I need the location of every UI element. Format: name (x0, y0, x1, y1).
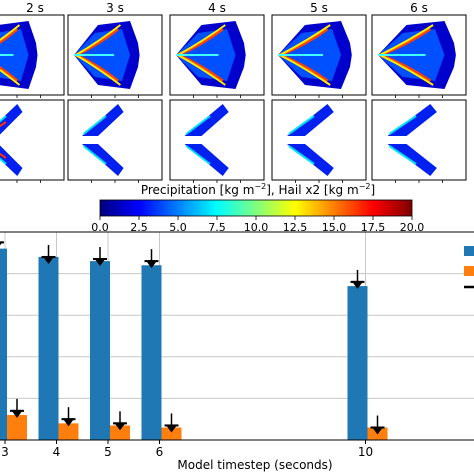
bar (58, 423, 79, 440)
error-marker (62, 418, 75, 427)
bar (110, 425, 130, 440)
panel-title: 6 s (410, 1, 428, 15)
bar (38, 256, 59, 440)
colorbar-tick-label: 17.5 (361, 221, 386, 234)
bar (141, 265, 162, 440)
panel-title: 5 s (310, 1, 328, 15)
map-panel-hail (271, 99, 367, 183)
panel-title: 3 s (106, 1, 124, 15)
colorbar-label: Precipitation [kg m−2], Hail x2 [kg m−2] (141, 182, 375, 197)
map-panel-hail (0, 99, 65, 183)
x-tick-label: 3 (1, 445, 9, 459)
map-panel-hail (371, 99, 467, 183)
map-panel-precipitation (169, 14, 265, 98)
map-panel-hail (67, 99, 163, 183)
error-marker (145, 260, 158, 269)
bar (347, 286, 368, 440)
x-tick-label: 5 (104, 445, 112, 459)
colorbar-tick-label: 0.0 (91, 221, 109, 234)
bar-chart: 3 4 5 6 10 Model timestep (seconds) (0, 231, 474, 472)
plot-frame (0, 231, 474, 441)
x-tick-label: 6 (156, 445, 164, 459)
error-marker (42, 255, 55, 264)
error-marker (165, 424, 178, 433)
colorbar-tick-label: 5.0 (169, 221, 187, 234)
x-axis-label: Model timestep (seconds) (177, 458, 332, 472)
colorbar-tick-label: 20.0 (400, 221, 425, 234)
colorbar-tick-label: 10.0 (244, 221, 269, 234)
x-tick-label: 10 (358, 445, 373, 459)
bar (0, 248, 7, 440)
map-panel-precipitation (67, 14, 163, 98)
panel-title: 2 s (26, 1, 44, 15)
error-marker (94, 258, 106, 267)
bar (161, 427, 182, 440)
legend-swatch-orange (464, 266, 474, 276)
bar (90, 261, 110, 440)
error-marker (11, 409, 23, 418)
error-marker (371, 426, 384, 435)
panel-title: 4 s (208, 1, 226, 15)
colorbar-tick-label: 12.5 (283, 221, 308, 234)
colorbar-tick-label: 2.5 (130, 221, 148, 234)
map-panel-hail (169, 99, 265, 183)
x-tick-label: 4 (53, 445, 61, 459)
colorbar-tick-label: 7.5 (208, 221, 226, 234)
colorbar-tick-label: 15.0 (322, 221, 347, 234)
error-marker (114, 422, 126, 431)
error-marker (351, 280, 364, 289)
legend-swatch-blue (464, 246, 474, 256)
colorbar (99, 199, 413, 217)
map-panel-precipitation (0, 14, 65, 98)
legend (464, 246, 474, 289)
map-panel-precipitation (371, 14, 467, 98)
error-marker (0, 241, 3, 246)
map-panel-precipitation (271, 14, 367, 98)
bar (7, 415, 27, 440)
